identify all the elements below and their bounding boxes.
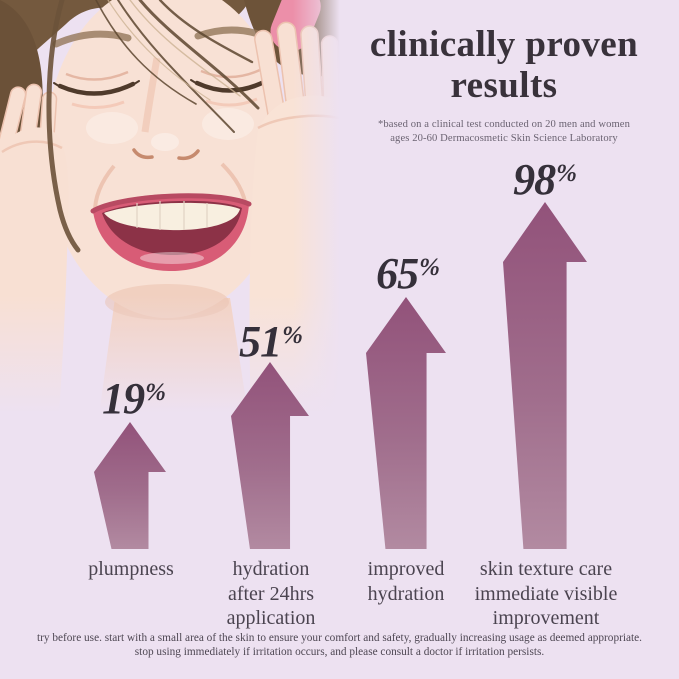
- closed-eyes: [53, 67, 273, 109]
- nose: [132, 57, 200, 161]
- label-line: skin texture care: [479, 558, 613, 580]
- label-line: plumpness: [88, 558, 174, 580]
- label-line: after 24hrs: [227, 582, 315, 605]
- bar-label-hydration-24hrs: hydration after 24hrs application: [171, 557, 371, 631]
- arrow-bar-plumpness: [94, 422, 166, 549]
- title-line-2: results: [450, 65, 558, 106]
- arrow-bar-improved-hydration: [366, 297, 446, 549]
- bar-label-skin-texture: skin texture care immediate visible impr…: [446, 557, 646, 631]
- smiling-mouth: [90, 193, 252, 272]
- disclaimer: try before use. start with a small area …: [0, 631, 679, 659]
- percent-sign: %: [419, 254, 440, 281]
- arrow-bar-hydration-24hrs: [231, 362, 309, 549]
- label-line: application: [226, 607, 316, 629]
- value-number: 51: [239, 317, 282, 366]
- label-line: improvement: [492, 607, 600, 629]
- arrow-bar-skin-texture: [503, 202, 587, 549]
- subtitle-line-1: *based on a clinical test conducted on 2…: [377, 119, 631, 130]
- bar-value-plumpness: 19%: [102, 377, 166, 421]
- value-number: 65: [376, 249, 419, 298]
- percent-sign: %: [556, 160, 577, 187]
- hair-strands: [46, 0, 260, 253]
- disclaimer-line-1: try before use. start with a small area …: [36, 632, 642, 644]
- disclaimer-line-2: stop using immediately if irritation occ…: [134, 646, 545, 658]
- bar-value-skin-texture: 98%: [513, 158, 577, 202]
- percent-sign: %: [282, 322, 303, 349]
- title-line-1: clinically proven: [369, 24, 639, 65]
- label-line: hydration: [232, 558, 310, 580]
- label-line: immediate visible: [474, 582, 618, 605]
- bar-value-hydration-24hrs: 51%: [239, 320, 303, 364]
- bar-label-plumpness: plumpness: [31, 557, 231, 582]
- bar-value-improved-hydration: 65%: [376, 252, 440, 296]
- page-title: clinically proven results: [336, 24, 672, 106]
- percent-sign: %: [145, 379, 166, 406]
- bar-label-improved-hydration: improved hydration: [306, 557, 506, 606]
- subtitle-line-2: ages 20-60 Dermacosmetic Skin Science La…: [390, 132, 618, 144]
- value-number: 98: [513, 155, 556, 204]
- header: clinically proven results *based on a cl…: [336, 24, 672, 145]
- value-number: 19: [102, 374, 145, 423]
- clinical-test-note: *based on a clinical test conducted on 2…: [336, 118, 672, 145]
- label-line: hydration: [367, 582, 445, 605]
- label-line: improved: [367, 558, 445, 580]
